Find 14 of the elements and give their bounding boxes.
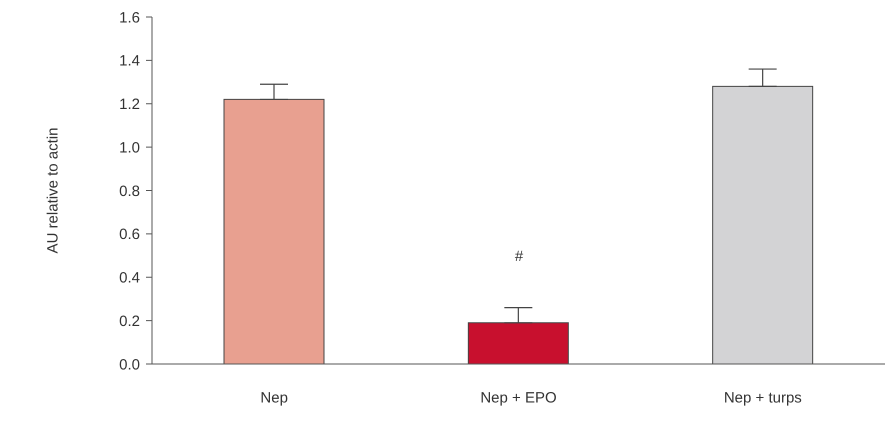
x-tick-label: Nep: [260, 390, 288, 407]
y-tick-label: 1.6: [119, 9, 140, 26]
y-tick-label: 1.2: [119, 96, 140, 114]
y-tick-label: 0.8: [119, 182, 140, 200]
y-tick-label: 0.4: [119, 270, 140, 287]
x-tick-label: Nep + EPO: [480, 390, 557, 407]
y-axis-title: AU relative to actin: [44, 128, 62, 254]
y-tick-label: 0.2: [119, 312, 140, 330]
y-tick-label: 1.0: [119, 139, 140, 156]
y-tick-label: 0.6: [119, 226, 140, 244]
y-tick-label: 0.0: [119, 356, 140, 374]
x-tick-label: Nep + turps: [724, 390, 802, 407]
annotation: #: [514, 248, 524, 265]
y-tick-label: 1.4: [119, 52, 140, 70]
